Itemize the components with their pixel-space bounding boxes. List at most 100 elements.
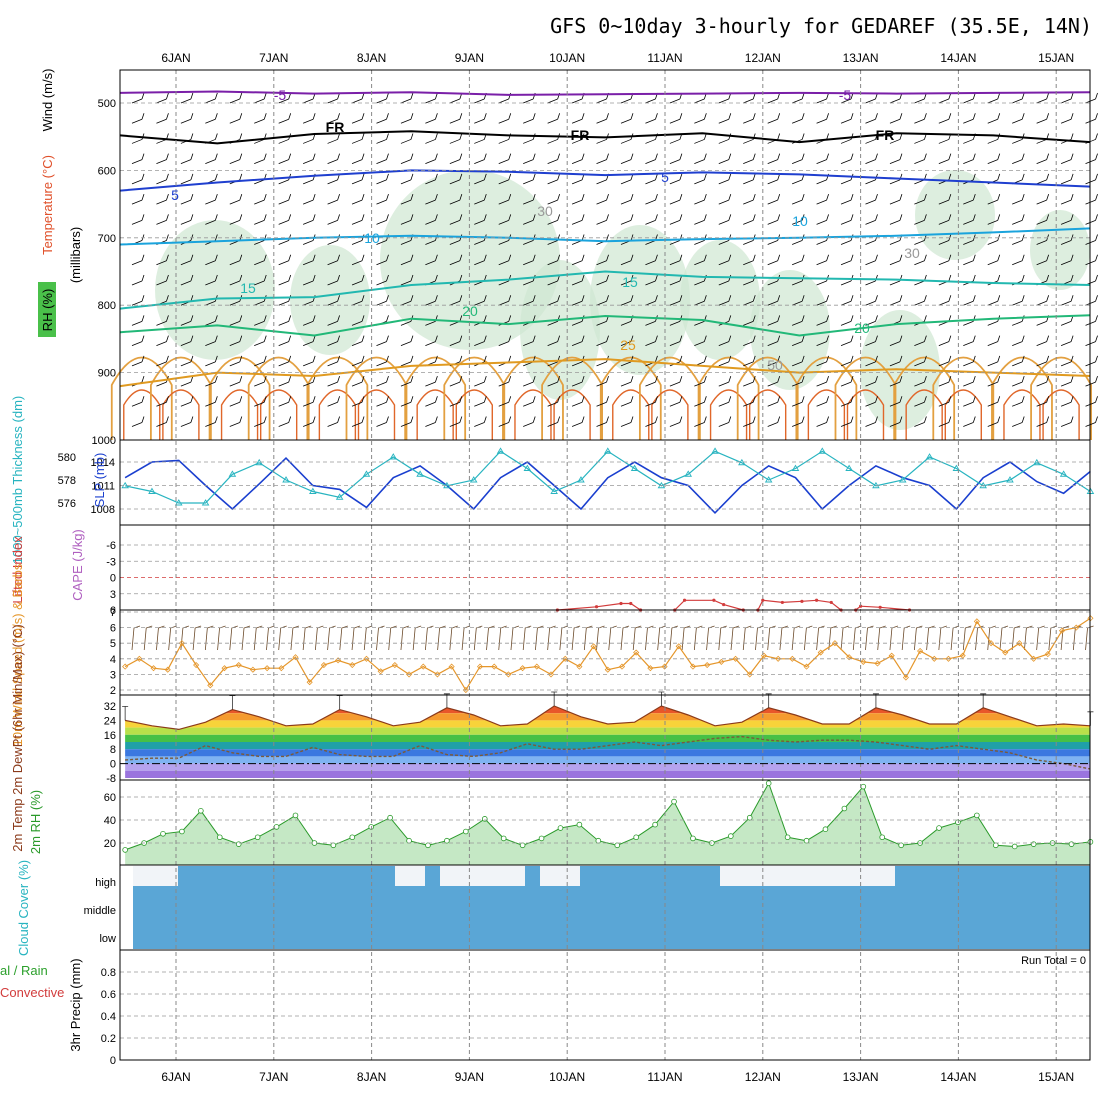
- precip-tick: 0.4: [101, 1011, 116, 1023]
- wind-barb: [131, 295, 145, 306]
- wind-barb: [498, 153, 512, 165]
- wind-barb: [914, 416, 927, 427]
- wind-barb: [327, 214, 340, 225]
- wind-barb: [767, 113, 781, 124]
- wind-barb: [1060, 173, 1074, 185]
- temp-minmax-bar: [443, 693, 450, 708]
- rh-marker: [198, 807, 204, 814]
- rh-marker: [349, 834, 356, 841]
- li-marker: [878, 605, 882, 609]
- rh-marker: [992, 842, 999, 849]
- temp-contour-hot: [612, 389, 650, 440]
- li-line: [757, 599, 842, 611]
- temp-minmax-bar: [980, 693, 987, 708]
- wind-barb: [791, 396, 805, 407]
- wind-barb: [620, 193, 634, 205]
- wind-barb: [205, 355, 218, 367]
- wind-barb: [914, 355, 927, 367]
- wind-barb: [889, 375, 903, 387]
- wind-barb: [547, 295, 561, 306]
- contour-label: FR: [876, 127, 895, 143]
- wind-barb: [596, 335, 609, 347]
- chart-title: GFS 0~10day 3-hourly for GEDAREF (35.5E,…: [550, 14, 1092, 38]
- cloud-gap: [395, 866, 425, 886]
- wind-barb: [131, 396, 145, 407]
- wind-barb: [791, 355, 805, 367]
- wind-barb: [351, 153, 365, 165]
- wind-barb: [816, 315, 829, 326]
- thickness-marker: [469, 476, 478, 483]
- wind-barb: [302, 153, 316, 165]
- wind-barb: [596, 153, 609, 165]
- wind-speed-marker: [122, 663, 129, 670]
- wind-barb-10m: [241, 625, 251, 651]
- wind-barb: [816, 274, 829, 286]
- wind-barb: [547, 254, 561, 266]
- wind-barb: [376, 113, 389, 124]
- wind-barb: [571, 416, 585, 427]
- wind-barb: [1085, 396, 1098, 407]
- wind-speed-marker: [704, 661, 711, 669]
- wind-barb: [547, 173, 561, 185]
- wind-barb: [156, 92, 169, 104]
- wind-barb: [914, 254, 927, 266]
- wind-barb: [376, 335, 389, 347]
- date-label-bottom: 12JAN: [745, 1070, 781, 1084]
- wind-barb: [694, 335, 707, 347]
- wind-barb: [694, 375, 707, 387]
- wind-barb: [254, 396, 267, 407]
- wind-speed-marker: [718, 658, 725, 665]
- wind-barb: [1036, 173, 1050, 185]
- thickness-marker: [309, 487, 317, 494]
- wind-barb: [938, 375, 952, 387]
- wind-barb: [400, 416, 414, 427]
- wind-barb-10m: [693, 625, 703, 651]
- wind-speed-marker: [448, 663, 455, 670]
- wind-barb: [278, 375, 292, 387]
- wind-barb-10m: [706, 625, 715, 651]
- rh-shading: [155, 220, 275, 360]
- wind-barb-10m: [400, 625, 410, 651]
- wind-barb: [156, 416, 169, 427]
- rh-marker: [122, 847, 128, 853]
- wind-barb: [1012, 214, 1025, 225]
- wind-barb: [278, 133, 292, 144]
- wind-barb: [1085, 295, 1098, 306]
- wind-barb-10m: [1072, 625, 1082, 651]
- wind-barb: [1036, 92, 1050, 104]
- wind-barb: [425, 92, 438, 104]
- wind-barb: [156, 254, 169, 266]
- cloud-high-layer: [133, 866, 1090, 949]
- wind-barb: [351, 133, 365, 144]
- wind-barb: [376, 254, 389, 266]
- rh-marker: [519, 842, 526, 849]
- wind-barb-10m: [877, 625, 886, 651]
- wind-barb: [816, 113, 829, 124]
- wind-barb: [376, 416, 389, 427]
- wind-barb: [254, 355, 267, 367]
- wind-barb: [1012, 113, 1025, 124]
- wind-barb: [351, 416, 365, 427]
- contour-label: 15: [240, 280, 256, 296]
- temp-contour-hot: [455, 389, 493, 440]
- wind-barb: [669, 416, 683, 427]
- wind-barb: [425, 133, 438, 144]
- wind-barb-10m: [229, 625, 238, 651]
- wind-barb: [914, 153, 927, 165]
- wind-barb: [718, 295, 732, 306]
- wind-barb: [963, 193, 976, 205]
- wind-barb: [1012, 133, 1025, 144]
- temp-contour-hot: [123, 389, 161, 440]
- wind-barb: [474, 396, 487, 407]
- rh-shading: [680, 240, 760, 360]
- wind-barb: [449, 375, 463, 387]
- wind-barb-10m: [889, 625, 899, 651]
- wind-barb: [694, 396, 707, 407]
- wind-barb: [449, 153, 463, 165]
- wind-barb: [718, 214, 732, 225]
- wind-barb: [156, 396, 169, 407]
- wind-tick: 4: [110, 654, 116, 666]
- wind-barb: [840, 396, 854, 407]
- wind-barb: [400, 375, 414, 387]
- temp-contour-warm: [893, 356, 956, 440]
